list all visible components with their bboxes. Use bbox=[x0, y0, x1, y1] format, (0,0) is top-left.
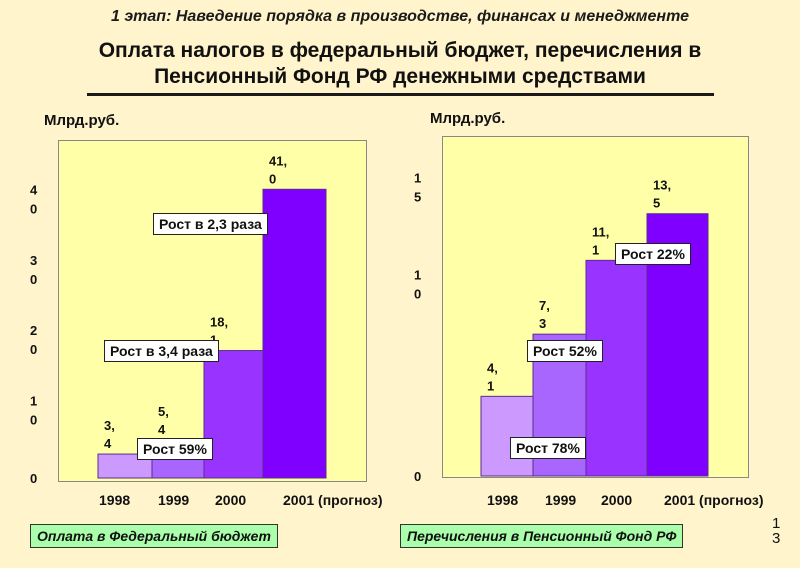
chart-1-growth-label-3: Рост в 2,3 раза bbox=[153, 213, 268, 235]
chart-2-value-label-3: 13, 5 bbox=[653, 178, 671, 211]
chart-1-legend: Оплата в Федеральный бюджет bbox=[30, 524, 278, 548]
chart-1-growth-label-1: Рост 59% bbox=[137, 438, 213, 460]
chart-1-category-label-0: 1998 bbox=[99, 492, 130, 508]
chart-2-growth-label-1: Рост 78% bbox=[510, 437, 586, 459]
chart-2-legend: Перечисления в Пенсионный Фонд РФ bbox=[400, 524, 684, 548]
chart-2-bar-2000 bbox=[585, 259, 648, 477]
stage-title: 1 этап: Наведение порядка в производстве… bbox=[111, 8, 689, 25]
chart-2-category-label-2: 2000 bbox=[601, 492, 632, 508]
chart-1-y-tick-0: 0 bbox=[30, 471, 37, 486]
chart-1-value-label-0: 3, 4 bbox=[104, 418, 115, 451]
chart-2-growth-label-2: Рост 52% bbox=[527, 340, 603, 362]
chart-1-category-label-3: 2001 (прогноз) bbox=[283, 492, 383, 508]
chart-2-growth-label-3: Рост 22% bbox=[615, 243, 691, 265]
chart-1-growth-label-2: Рост в 3,4 раза bbox=[104, 340, 219, 362]
chart-1-bar-2000 bbox=[203, 350, 264, 479]
chart-2-y-tick-0: 0 bbox=[414, 469, 421, 484]
chart-1-category-label-1: 1999 bbox=[158, 492, 189, 508]
chart-2-unit-label: Млрд.руб. bbox=[430, 110, 506, 127]
chart-2-category-label-1: 1999 bbox=[545, 492, 576, 508]
chart-1-value-label-3: 41, 0 bbox=[269, 153, 287, 186]
slide-number: 13 bbox=[772, 515, 781, 547]
chart-2-category-label-3: 2001 (прогноз) bbox=[664, 492, 764, 508]
page-title-line-2: Пенсионный Фонд РФ денежными средствами bbox=[154, 65, 646, 88]
chart-1-value-label-1: 5, 4 bbox=[158, 404, 169, 437]
page-title: Оплата налогов в федеральный бюджет, пер… bbox=[0, 38, 800, 90]
chart-1-bar-2001 bbox=[262, 188, 327, 479]
chart-2-bar-1998 bbox=[480, 395, 534, 477]
chart-2-value-label-0: 4, 1 bbox=[487, 360, 498, 393]
chart-2-value-label-1: 7, 3 bbox=[539, 298, 550, 331]
chart-1-category-label-2: 2000 bbox=[215, 492, 246, 508]
title-underline bbox=[87, 93, 714, 96]
page-title-line-1: Оплата налогов в федеральный бюджет, пер… bbox=[98, 39, 702, 62]
chart-2-value-label-2: 11, 1 bbox=[592, 224, 609, 257]
chart-1-unit-label: Млрд.руб. bbox=[44, 112, 120, 129]
chart-2-category-label-0: 1998 bbox=[487, 492, 518, 508]
